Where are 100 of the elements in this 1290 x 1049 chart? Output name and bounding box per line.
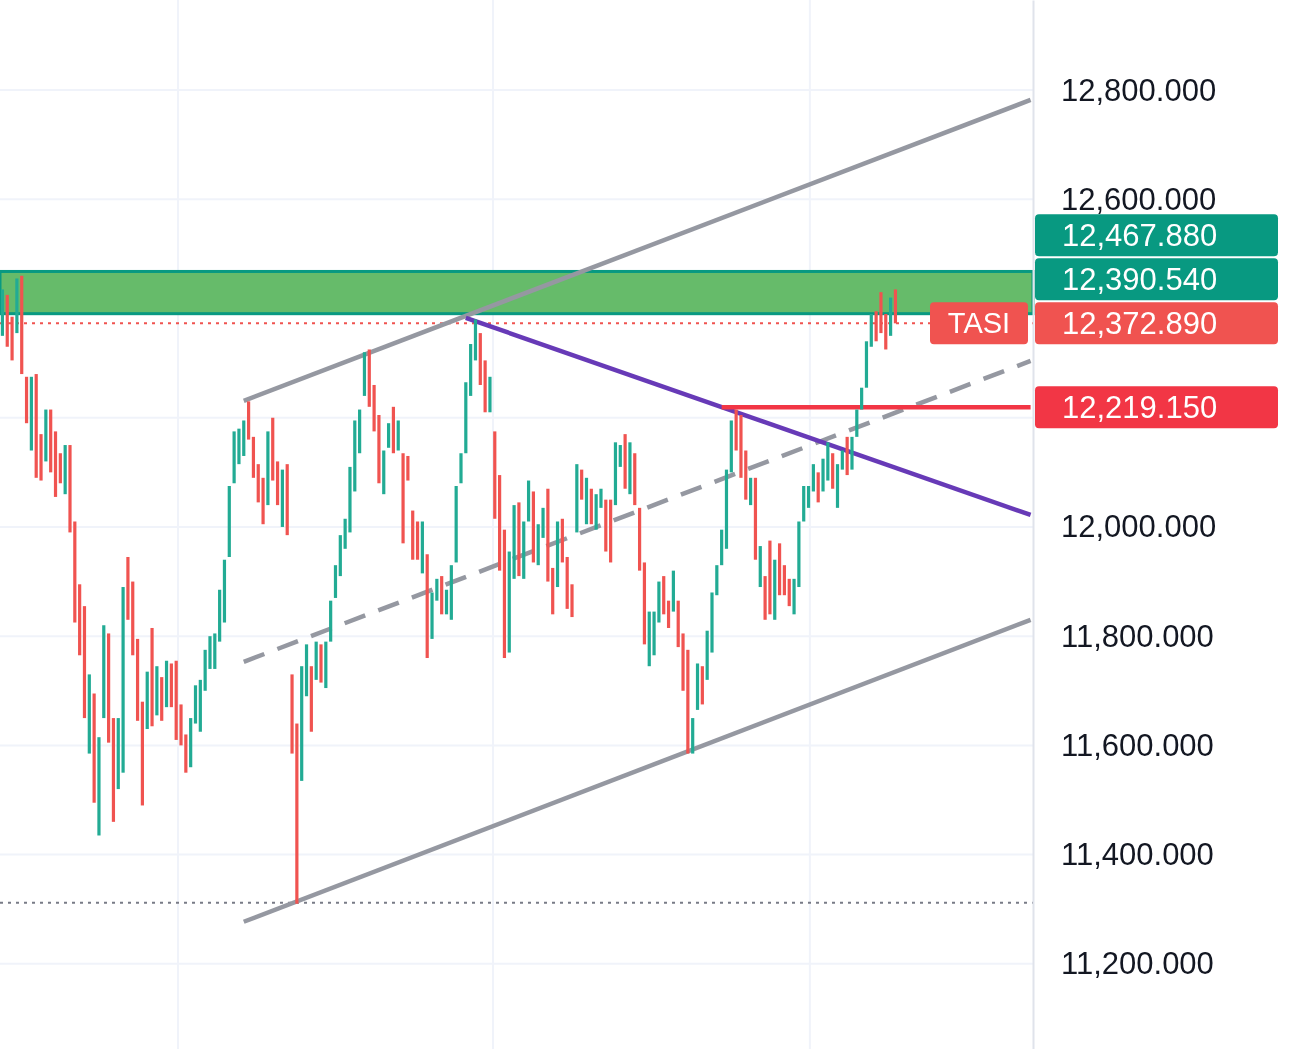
- text: 12,467.880: [1062, 217, 1218, 253]
- candlestick: [628, 442, 632, 495]
- candlestick: [49, 409, 53, 473]
- candlestick: [411, 510, 415, 560]
- candlestick: [864, 341, 869, 388]
- candlestick: [831, 453, 835, 489]
- text: 12,390.540: [1062, 261, 1218, 297]
- candlestick: [464, 382, 468, 454]
- candlestick: [816, 472, 820, 503]
- candlestick: [551, 567, 555, 615]
- candlestick: [338, 535, 342, 577]
- candlestick: [691, 718, 695, 754]
- candlestick: [135, 638, 140, 721]
- candlestick: [609, 499, 613, 563]
- candlestick: [97, 737, 101, 836]
- candlestick: [483, 360, 487, 413]
- y-tick-label: 11,400.000: [1061, 837, 1214, 873]
- candlestick: [758, 546, 762, 588]
- candlestick: [314, 641, 318, 680]
- candlestick: [391, 406, 396, 454]
- candlestick: [227, 486, 231, 557]
- candlestick: [169, 663, 173, 708]
- candlestick: [777, 543, 782, 596]
- candlestick: [362, 352, 367, 396]
- candlestick: [773, 559, 777, 620]
- candlestick: [102, 625, 106, 719]
- candlestick: [637, 507, 642, 571]
- candlestick: [526, 480, 531, 522]
- candlestick: [193, 685, 198, 724]
- candlestick: [58, 453, 62, 484]
- candlestick: [811, 464, 815, 492]
- candlestick: [729, 420, 733, 473]
- candlestick: [855, 409, 859, 437]
- candlestick: [522, 521, 526, 579]
- candlestick: [29, 376, 33, 451]
- candlestick: [271, 417, 275, 481]
- candlestick: [420, 521, 424, 574]
- candlestick: [44, 409, 48, 462]
- candlestick: [396, 420, 400, 451]
- candlestick: [280, 469, 284, 527]
- candlestick: [623, 434, 627, 489]
- candlestick: [63, 445, 67, 495]
- candlestick: [473, 319, 478, 361]
- candlestick: [24, 376, 29, 424]
- candlestick: [415, 521, 420, 560]
- candlestick: [251, 436, 256, 478]
- candlestick: [589, 488, 593, 525]
- candlestick: [753, 477, 758, 560]
- candlestick: [845, 436, 849, 476]
- candlestick: [444, 589, 449, 615]
- candlestick: [488, 376, 492, 413]
- candlestick: [275, 461, 280, 506]
- candlestick: [15, 278, 19, 334]
- candlestick: [324, 641, 328, 689]
- candlestick: [87, 674, 91, 754]
- candlestick: [700, 666, 704, 705]
- candlestick: [850, 436, 854, 470]
- candlestick: [285, 464, 289, 536]
- candlestick: [140, 701, 144, 806]
- candlestick: [82, 606, 87, 719]
- candlestick: [695, 663, 700, 710]
- candlestick: [218, 589, 222, 642]
- candlestick: [358, 409, 362, 454]
- candlestick: [666, 600, 671, 628]
- candlestick: [720, 529, 724, 566]
- y-tick-label: 11,600.000: [1061, 727, 1214, 763]
- candlestick: [502, 529, 507, 659]
- candlestick: [575, 464, 579, 533]
- candlestick: [531, 491, 535, 563]
- candlestick: [198, 679, 202, 732]
- candlestick: [835, 464, 840, 508]
- candlestick: [517, 502, 521, 577]
- candlestick: [401, 453, 405, 544]
- candlestick: [613, 442, 618, 506]
- candlestick: [493, 431, 497, 519]
- candlestick: [642, 562, 647, 645]
- candlestick: [164, 660, 169, 708]
- candlestick: [860, 387, 864, 410]
- candlestick: [633, 453, 637, 506]
- y-tick-label: 11,200.000: [1061, 946, 1214, 982]
- y-tick-label: 12,000.000: [1061, 509, 1217, 545]
- candlestick: [319, 644, 323, 683]
- candlestick: [546, 488, 550, 582]
- candlestick: [382, 450, 386, 495]
- candlestick: [78, 584, 82, 656]
- candlestick: [671, 570, 675, 612]
- candlestick: [662, 576, 666, 615]
- candlestick: [869, 313, 873, 347]
- text: 12,372.890: [1062, 305, 1218, 341]
- candlestick: [889, 297, 893, 336]
- candlestick: [604, 499, 608, 552]
- candlestick: [459, 453, 463, 484]
- candlestick: [440, 576, 444, 615]
- candlestick: [145, 671, 149, 729]
- candlestick: [367, 349, 371, 407]
- candlestick: [584, 477, 589, 525]
- candlestick: [498, 475, 502, 571]
- candlestick: [802, 486, 806, 522]
- candlestick: [329, 600, 333, 642]
- candlestick: [469, 344, 473, 396]
